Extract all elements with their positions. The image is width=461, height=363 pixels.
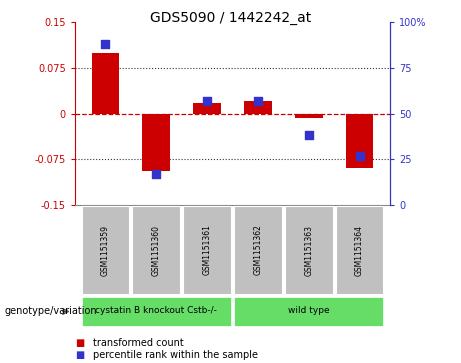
Text: percentile rank within the sample: percentile rank within the sample — [94, 350, 259, 360]
Text: GSM1151364: GSM1151364 — [355, 224, 364, 276]
Bar — [346, 114, 373, 168]
Bar — [82, 206, 130, 294]
Text: genotype/variation: genotype/variation — [5, 306, 97, 317]
Bar — [132, 206, 180, 294]
Bar — [234, 206, 282, 294]
Point — [102, 41, 109, 47]
Point — [153, 171, 160, 177]
Text: GSM1151363: GSM1151363 — [304, 224, 313, 276]
Bar — [295, 114, 323, 118]
Text: ■: ■ — [75, 350, 84, 360]
Bar — [244, 101, 272, 114]
Text: GSM1151359: GSM1151359 — [101, 224, 110, 276]
Text: transformed count: transformed count — [94, 338, 184, 348]
Point — [305, 132, 313, 138]
Point — [203, 98, 211, 103]
Text: GSM1151362: GSM1151362 — [254, 225, 262, 276]
Bar — [92, 53, 119, 114]
Bar — [82, 297, 231, 326]
Text: ■: ■ — [75, 338, 84, 348]
Bar — [234, 297, 384, 326]
Text: cystatin B knockout Cstb-/-: cystatin B knockout Cstb-/- — [95, 306, 217, 315]
Bar — [183, 206, 231, 294]
Bar — [142, 114, 170, 171]
Text: GSM1151360: GSM1151360 — [152, 224, 161, 276]
Point — [356, 153, 363, 159]
Bar — [336, 206, 384, 294]
Text: wild type: wild type — [288, 306, 330, 315]
Text: GSM1151361: GSM1151361 — [202, 225, 212, 276]
Bar — [285, 206, 332, 294]
Text: GDS5090 / 1442242_at: GDS5090 / 1442242_at — [150, 11, 311, 25]
Bar — [193, 102, 221, 114]
Point — [254, 98, 261, 103]
